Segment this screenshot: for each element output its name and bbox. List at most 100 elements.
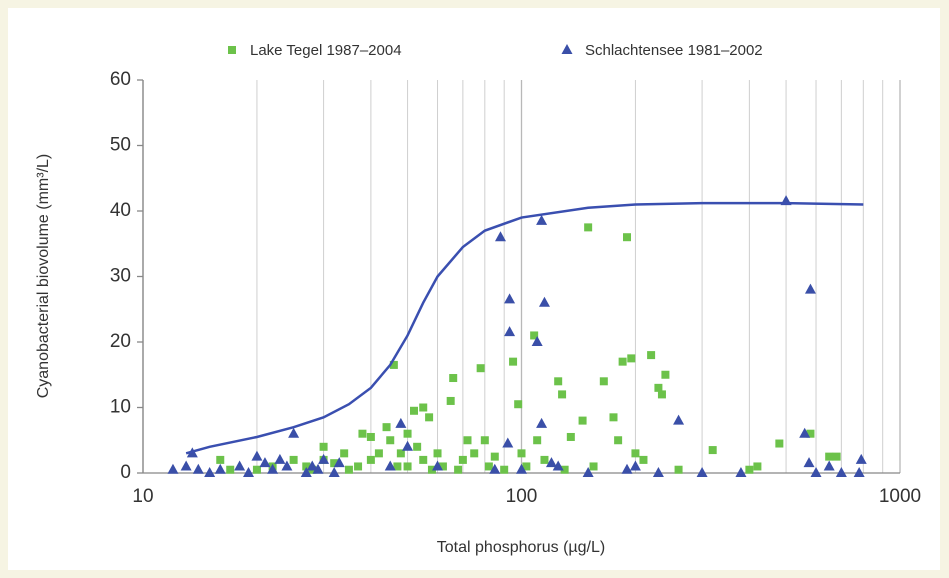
square-point [554, 377, 563, 386]
triangle-point [810, 467, 822, 477]
square-point [609, 413, 618, 422]
triangle-point [536, 417, 548, 428]
triangle-point [243, 467, 255, 477]
square-point [354, 462, 363, 471]
legend-label: Lake Tegel 1987–2004 [250, 42, 402, 59]
triangle-point [853, 467, 865, 477]
legend-marker [228, 46, 236, 54]
triangle-point [288, 427, 300, 438]
square-point [825, 452, 834, 461]
triangle-point [489, 463, 501, 474]
square-point [657, 390, 666, 399]
x-tick-label: 10 [132, 486, 153, 507]
square-point [476, 364, 485, 373]
square-point [614, 436, 623, 445]
square-point [344, 465, 353, 474]
y-tick-label: 60 [110, 69, 131, 90]
square-point [389, 360, 398, 369]
triangle-point [545, 457, 557, 468]
legend-marker [561, 44, 573, 54]
triangle-point [621, 463, 633, 474]
square-point [393, 462, 402, 471]
triangle-point [494, 231, 506, 242]
square-point [419, 455, 428, 464]
square-point [560, 465, 569, 474]
triangle-point [652, 467, 664, 477]
triangle-point [504, 326, 516, 337]
square-point [319, 442, 328, 451]
triangle-point [536, 214, 548, 225]
square-point [540, 455, 549, 464]
y-tick-label: 0 [120, 462, 131, 483]
y-tick-label: 10 [110, 397, 131, 418]
square-point [449, 374, 458, 383]
square-point [463, 436, 472, 445]
square-point [618, 357, 627, 366]
triangle-point [803, 457, 815, 468]
triangle-point [192, 463, 204, 474]
square-point [500, 465, 509, 474]
square-point [533, 436, 542, 445]
triangle-point [167, 463, 179, 474]
triangle-point [402, 440, 414, 451]
triangle-point [306, 460, 318, 471]
square-point [623, 233, 632, 242]
square-point [627, 354, 636, 363]
square-point [413, 442, 422, 451]
square-point [386, 436, 395, 445]
square-point [484, 462, 493, 471]
square-point [509, 357, 518, 366]
square-point [425, 413, 434, 422]
square-point [438, 462, 447, 471]
triangle-point [531, 336, 543, 346]
triangle-point [696, 467, 708, 477]
x-axis-label: Total phosphorus (µg/L) [437, 539, 605, 556]
triangle-point [582, 467, 594, 477]
triangle-point [251, 450, 263, 461]
square-point [654, 383, 663, 392]
x-tick-label: 1000 [879, 486, 921, 507]
square-point [589, 462, 598, 471]
triangle-point [804, 283, 816, 294]
triangle-point [502, 437, 514, 448]
square-point [454, 465, 463, 474]
triangle-point [673, 414, 685, 425]
square-point [403, 429, 412, 438]
square-point [427, 465, 436, 474]
y-tick-label: 50 [110, 135, 131, 156]
square-point [584, 223, 593, 232]
square-point [631, 449, 640, 458]
y-axis-label: Cyanobacterial biovolume (mm³/L) [35, 154, 52, 399]
square-point [708, 446, 717, 455]
triangle-point [835, 467, 847, 477]
fit-curve [185, 201, 864, 455]
triangle-point [504, 293, 516, 304]
triangle-point [328, 467, 340, 477]
square-point [775, 439, 784, 448]
square-point [745, 465, 754, 474]
square-point [753, 462, 762, 471]
square-point [480, 436, 489, 445]
y-tick-label: 20 [110, 331, 131, 352]
panel [8, 8, 940, 570]
square-point [661, 370, 670, 379]
triangle-point [259, 457, 271, 468]
triangle-point [180, 460, 192, 471]
triangle-point [204, 467, 216, 477]
y-tick-label: 40 [110, 200, 131, 221]
x-tick-label: 100 [506, 486, 538, 507]
square-point [410, 406, 419, 415]
square-point [366, 432, 375, 441]
triangle-point [281, 460, 293, 471]
triangle-point [234, 460, 246, 471]
square-point [252, 465, 261, 474]
triangle-point [333, 457, 345, 468]
square-point [382, 423, 391, 432]
triangle-point [267, 463, 279, 474]
triangle-point [799, 427, 811, 438]
square-point [832, 452, 841, 461]
square-point [396, 449, 405, 458]
square-point [458, 455, 467, 464]
square-point [419, 403, 428, 412]
